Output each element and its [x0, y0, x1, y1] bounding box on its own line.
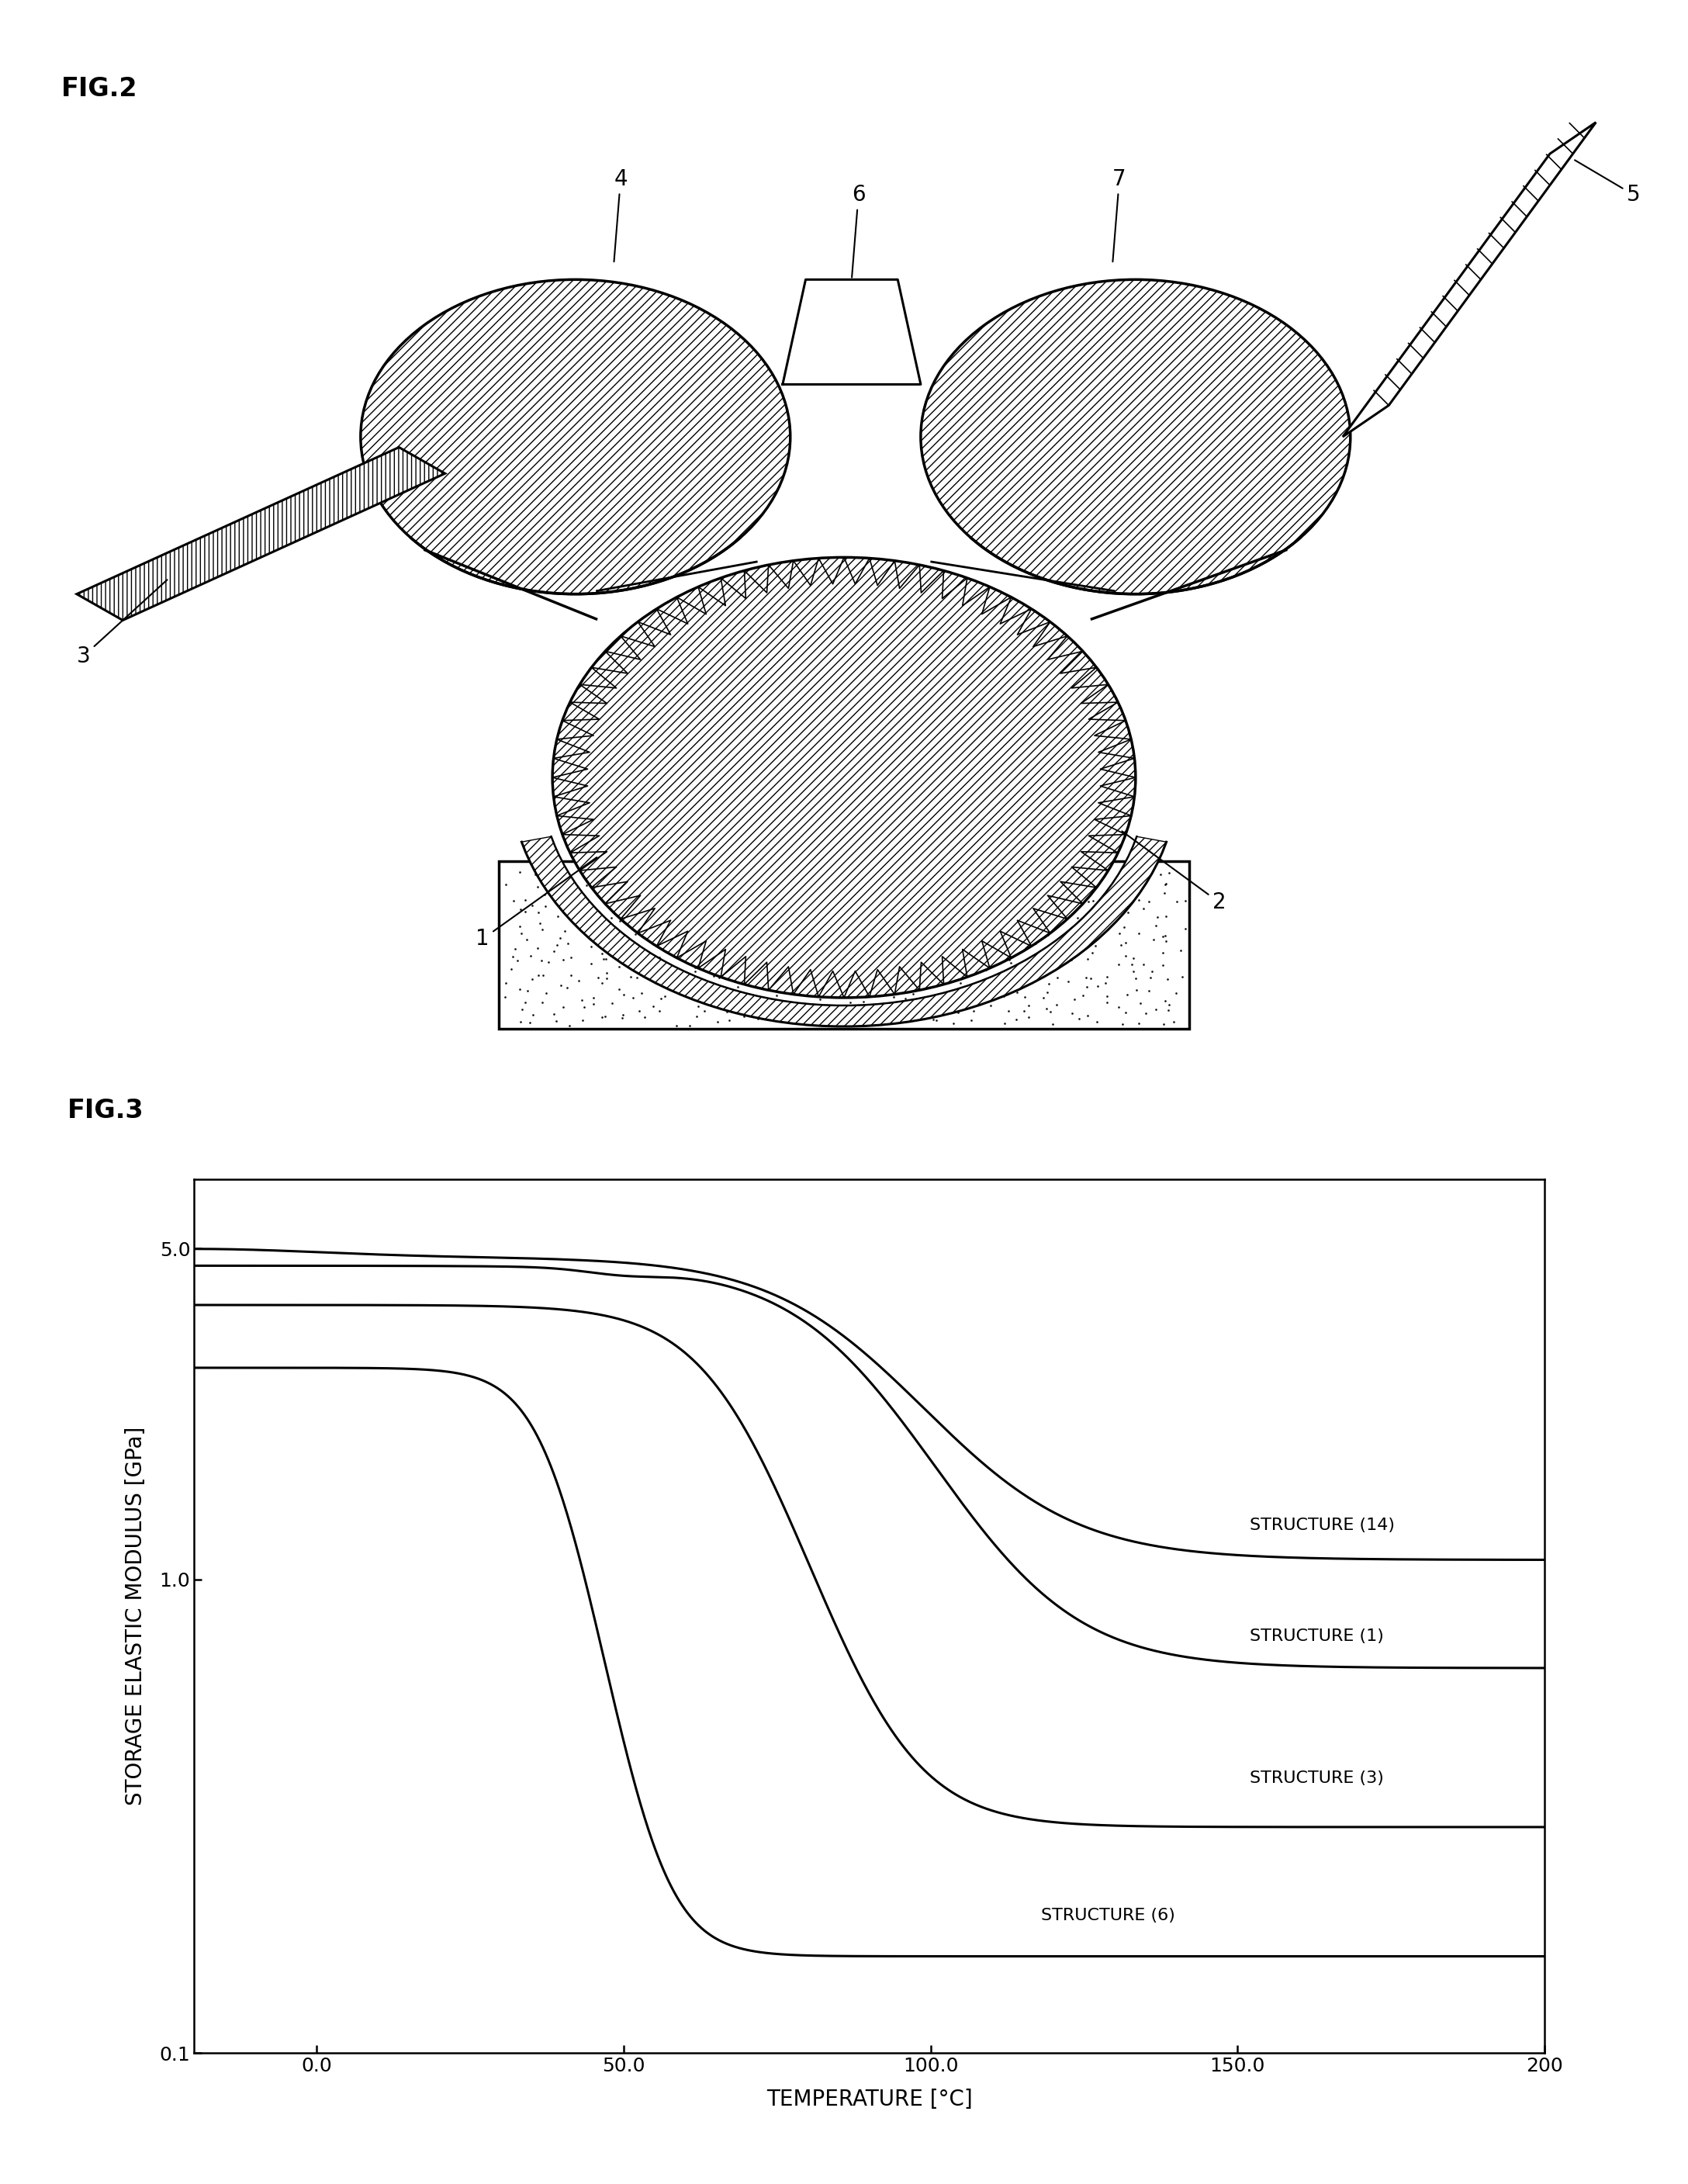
Polygon shape — [1342, 122, 1595, 437]
Text: 4: 4 — [614, 168, 628, 262]
Text: 2: 2 — [1123, 832, 1225, 913]
Ellipse shape — [920, 280, 1350, 594]
Ellipse shape — [361, 280, 790, 594]
Text: 6: 6 — [852, 183, 866, 277]
Text: STRUCTURE (6): STRUCTURE (6) — [1041, 1909, 1175, 1924]
Polygon shape — [522, 836, 1166, 1026]
Polygon shape — [522, 836, 1166, 1026]
Bar — [498, 860, 1190, 1029]
Text: STRUCTURE (1): STRUCTURE (1) — [1249, 1627, 1384, 1645]
Text: 5: 5 — [1575, 159, 1641, 205]
Text: STRUCTURE (3): STRUCTURE (3) — [1249, 1771, 1384, 1787]
Text: 7: 7 — [1112, 168, 1126, 262]
Text: STRUCTURE (14): STRUCTURE (14) — [1249, 1518, 1394, 1533]
X-axis label: TEMPERATURE [°C]: TEMPERATURE [°C] — [766, 2088, 972, 2110]
Text: 3: 3 — [76, 579, 167, 666]
Polygon shape — [76, 448, 446, 620]
Text: 1: 1 — [476, 858, 598, 950]
Polygon shape — [783, 280, 920, 384]
Ellipse shape — [552, 557, 1136, 998]
Text: FIG.2: FIG.2 — [61, 76, 138, 100]
Text: FIG.3: FIG.3 — [68, 1099, 143, 1123]
Y-axis label: STORAGE ELASTIC MODULUS [GPa]: STORAGE ELASTIC MODULUS [GPa] — [125, 1426, 147, 1806]
